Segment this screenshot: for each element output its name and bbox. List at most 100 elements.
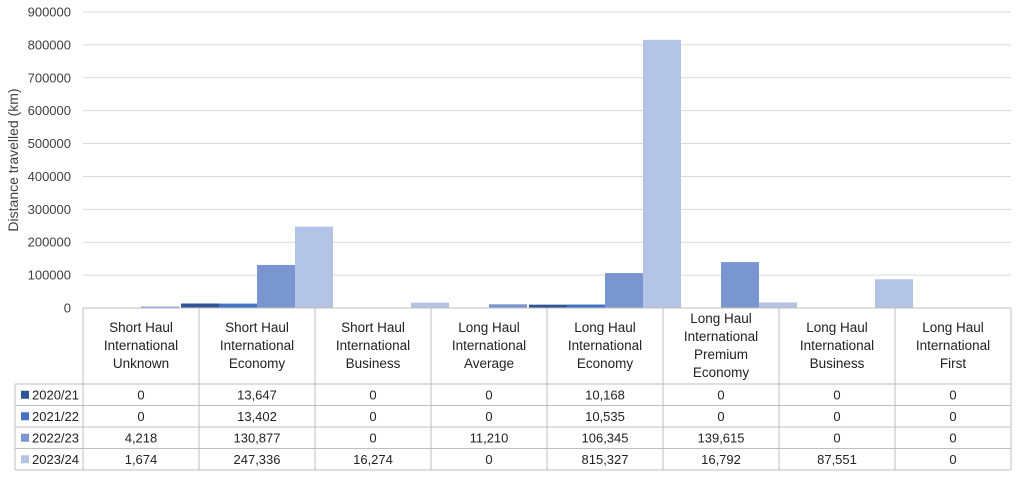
x-axis-category-labels: Short Haul International Unknown Short Haul…	[104, 311, 990, 380]
y-tick-label: 700000	[28, 70, 71, 85]
category-label: Economy	[577, 356, 634, 371]
data-label: 106,345	[582, 430, 629, 445]
data-label: 1,674	[125, 452, 158, 467]
data-label: 0	[833, 387, 840, 402]
category-label: Short Haul	[341, 320, 405, 335]
series-2023/24	[179, 39, 913, 308]
y-tick-label: 300000	[28, 202, 71, 217]
legend-label: 2020/21	[32, 387, 79, 402]
y-axis-label: Distance travelled (km)	[5, 88, 21, 231]
category-label: Long Haul	[574, 320, 636, 335]
bar	[411, 302, 449, 308]
bar	[529, 304, 567, 308]
data-label: 10,535	[585, 409, 625, 424]
category-label: Business	[346, 356, 401, 371]
y-tick-label: 0	[64, 301, 71, 316]
category-label: Average	[464, 356, 514, 371]
y-tick-label: 900000	[28, 5, 71, 20]
category-label: International	[684, 329, 758, 344]
series-2021/22	[219, 303, 605, 308]
category-label: Business	[810, 356, 865, 371]
category-label: Unknown	[113, 356, 169, 371]
data-label: 0	[485, 387, 492, 402]
y-tick-label: 800000	[28, 37, 71, 52]
y-axis-ticks: 0 100000 200000 300000 400000 500000 600000 700…	[28, 5, 71, 316]
category-label: International	[336, 338, 410, 353]
legend-key	[21, 455, 29, 464]
gridlines	[83, 11, 1011, 309]
data-table: Short Haul International Unknown Short Haul…	[14, 307, 1012, 471]
series-2020/21	[181, 303, 567, 308]
bar	[721, 262, 759, 308]
y-tick-label: 100000	[28, 268, 71, 283]
data-label: 16,792	[701, 452, 741, 467]
category-label: International	[220, 338, 294, 353]
bar	[295, 226, 333, 308]
data-label: 0	[949, 409, 956, 424]
category-label: Economy	[229, 356, 286, 371]
category-label: Short Haul	[109, 320, 173, 335]
legend-label: 2023/24	[32, 452, 79, 467]
data-label: 0	[949, 452, 956, 467]
bar	[257, 264, 295, 308]
y-tick-label: 600000	[28, 103, 71, 118]
data-label: 0	[833, 409, 840, 424]
data-label: 0	[949, 387, 956, 402]
data-label: 0	[485, 409, 492, 424]
bar	[489, 304, 527, 308]
data-label: 10,168	[585, 387, 625, 402]
category-label: Short Haul	[225, 320, 289, 335]
bar	[567, 304, 605, 308]
category-label: International	[452, 338, 526, 353]
data-label: 247,336	[234, 452, 281, 467]
y-tick-label: 400000	[28, 169, 71, 184]
series-2022/23	[141, 262, 759, 308]
bar	[605, 273, 643, 308]
bar	[643, 39, 681, 308]
data-label: 130,877	[234, 430, 281, 445]
category-label: Economy	[693, 365, 750, 380]
bar	[181, 303, 219, 308]
category-label: First	[940, 356, 966, 371]
bar	[219, 303, 257, 308]
legend-key	[21, 390, 29, 399]
data-label: 815,327	[582, 452, 629, 467]
category-label: Long Haul	[806, 320, 868, 335]
data-label: 0	[369, 430, 376, 445]
bar	[141, 306, 179, 308]
data-label: 16,274	[353, 452, 393, 467]
data-label: 0	[717, 409, 724, 424]
category-label: Long Haul	[458, 320, 520, 335]
data-label: 87,551	[817, 452, 857, 467]
data-label: 0	[137, 387, 144, 402]
legend: 2020/21 2021/22 2022/23 2023/24	[21, 387, 79, 467]
data-label: 11,210	[470, 430, 509, 445]
y-tick-label: 500000	[28, 136, 71, 151]
data-label: 0	[717, 387, 724, 402]
legend-key	[21, 412, 29, 421]
bar	[875, 279, 913, 308]
bars	[141, 39, 913, 308]
data-label: 0	[949, 430, 956, 445]
data-label: 0	[137, 409, 144, 424]
legend-label: 2022/23	[32, 430, 79, 445]
data-label: 13,647	[237, 387, 277, 402]
data-label: 139,615	[698, 430, 745, 445]
data-label: 0	[485, 452, 492, 467]
category-label: International	[568, 338, 642, 353]
category-label: International	[916, 338, 990, 353]
category-label: Premium	[694, 347, 748, 362]
category-label: Long Haul	[922, 320, 984, 335]
category-label: International	[800, 338, 874, 353]
legend-label: 2021/22	[32, 409, 79, 424]
data-label: 0	[369, 387, 376, 402]
bar	[759, 302, 797, 308]
legend-key	[21, 433, 29, 442]
data-label: 4,218	[125, 430, 158, 445]
data-label: 0	[369, 409, 376, 424]
data-label: 13,402	[237, 409, 277, 424]
data-labels: 0 13,647 0 0 10,168 0 0 0 0 13,402 0 0 10,535 0 0 0 4,21…	[125, 387, 957, 467]
category-label: Long Haul	[690, 311, 752, 326]
category-label: International	[104, 338, 178, 353]
